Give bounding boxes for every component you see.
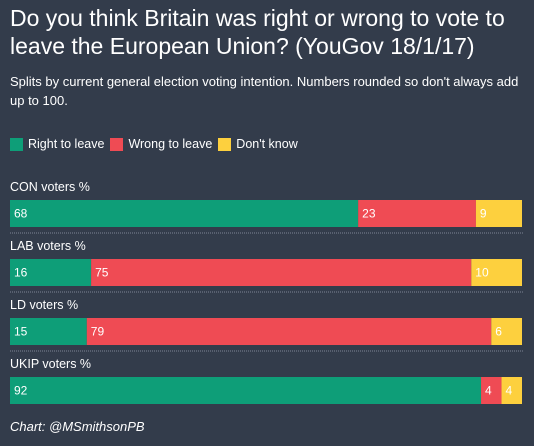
data-label-con-right-to-leave: 68 xyxy=(14,207,28,221)
bar-con-wrong-to-leave xyxy=(358,200,476,227)
data-label-ld-don-t-know: 6 xyxy=(495,325,502,339)
data-label-con-wrong-to-leave: 23 xyxy=(362,207,376,221)
data-label-ukip-don-t-know: 4 xyxy=(506,384,513,398)
data-label-ukip-right-to-leave: 92 xyxy=(14,384,28,398)
bar-ukip-right-to-leave xyxy=(10,377,481,404)
data-label-lab-wrong-to-leave: 75 xyxy=(95,266,109,280)
bar-con-right-to-leave xyxy=(10,200,358,227)
chart-credit: Chart: @MSmithsonPB xyxy=(10,419,145,434)
data-label-con-don-t-know: 9 xyxy=(480,207,487,221)
data-label-ld-wrong-to-leave: 79 xyxy=(91,325,105,339)
data-label-ld-right-to-leave: 15 xyxy=(14,325,28,339)
category-label-con: CON voters % xyxy=(10,180,90,194)
category-label-lab: LAB voters % xyxy=(10,239,86,253)
data-label-lab-right-to-leave: 16 xyxy=(14,266,28,280)
category-label-ukip: UKIP voters % xyxy=(10,357,91,371)
data-label-lab-don-t-know: 10 xyxy=(475,266,489,280)
data-label-ukip-wrong-to-leave: 4 xyxy=(485,384,492,398)
category-label-ld: LD voters % xyxy=(10,298,78,312)
bar-ld-wrong-to-leave xyxy=(87,318,491,345)
bar-lab-wrong-to-leave xyxy=(91,259,471,286)
